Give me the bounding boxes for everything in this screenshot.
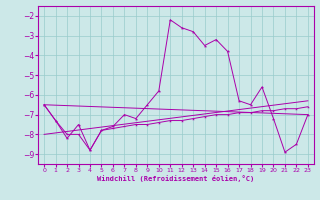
X-axis label: Windchill (Refroidissement éolien,°C): Windchill (Refroidissement éolien,°C) xyxy=(97,175,255,182)
